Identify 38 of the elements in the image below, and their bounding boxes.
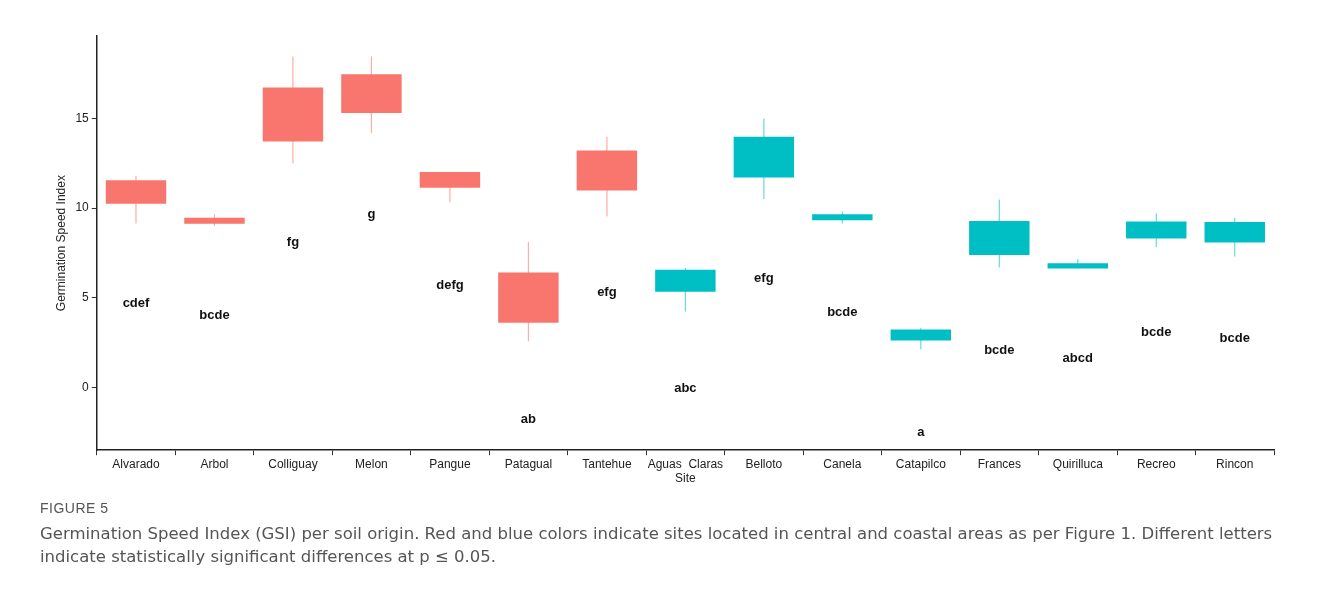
x-tick-label: Aguas Claras bbox=[647, 456, 724, 471]
annotation: fg bbox=[286, 233, 300, 249]
y-tick-label: 15 bbox=[75, 110, 90, 125]
x-tick-label: Arbol bbox=[200, 456, 229, 471]
y-tick-label: 0 bbox=[82, 379, 90, 394]
annotation: ab bbox=[520, 410, 537, 426]
annotation: bcde bbox=[827, 303, 858, 319]
annotation: bcde bbox=[984, 341, 1015, 357]
y-tick-label: 5 bbox=[82, 290, 90, 305]
x-tick-label: Alvarado bbox=[112, 456, 160, 471]
x-tick-label: Quirilluca bbox=[1052, 456, 1104, 471]
annotation: efg bbox=[754, 269, 774, 285]
x-tick-label: Belloto bbox=[745, 456, 783, 471]
text: Germination Speed Index (GSI) per soil origin. Red and blue colors indicate sites located in central and coastal areas as per Figure 1. Different letters indicate statistically significant differences at p ≤ 0.05. bbox=[40, 523, 1274, 568]
y-tick-label: 10 bbox=[75, 200, 90, 215]
annotation: efg bbox=[597, 283, 617, 299]
x-tick-label: Catapilco bbox=[895, 456, 947, 471]
y-axis-title: Germination Speed Index bbox=[53, 175, 68, 312]
annotation: a bbox=[917, 423, 926, 439]
annotation: g bbox=[367, 205, 376, 221]
x-tick-label: Rincon bbox=[1216, 456, 1254, 471]
annotation: defg bbox=[436, 276, 464, 292]
x-tick-label: Tantehue bbox=[582, 456, 632, 471]
annotation: abcd bbox=[1062, 349, 1094, 365]
annotation: bcde bbox=[1219, 329, 1250, 345]
annotation: bcde bbox=[1141, 323, 1172, 339]
x-tick-label: Recreo bbox=[1136, 456, 1176, 471]
x-tick-label: Pangue bbox=[429, 456, 471, 471]
x-axis-title: Site bbox=[675, 471, 697, 486]
x-tick-label: Colliguay bbox=[268, 456, 318, 471]
x-tick-label: Frances bbox=[977, 456, 1021, 471]
x-tick-label: Canela bbox=[823, 456, 862, 471]
annotation: bcde bbox=[199, 306, 230, 322]
caption: FIGURE 5 bbox=[40, 500, 110, 516]
x-tick-label: Melon bbox=[355, 456, 388, 471]
annotation: abc bbox=[674, 379, 697, 395]
annotation: cdef bbox=[122, 294, 151, 310]
x-tick-label: Patagual bbox=[504, 456, 553, 471]
